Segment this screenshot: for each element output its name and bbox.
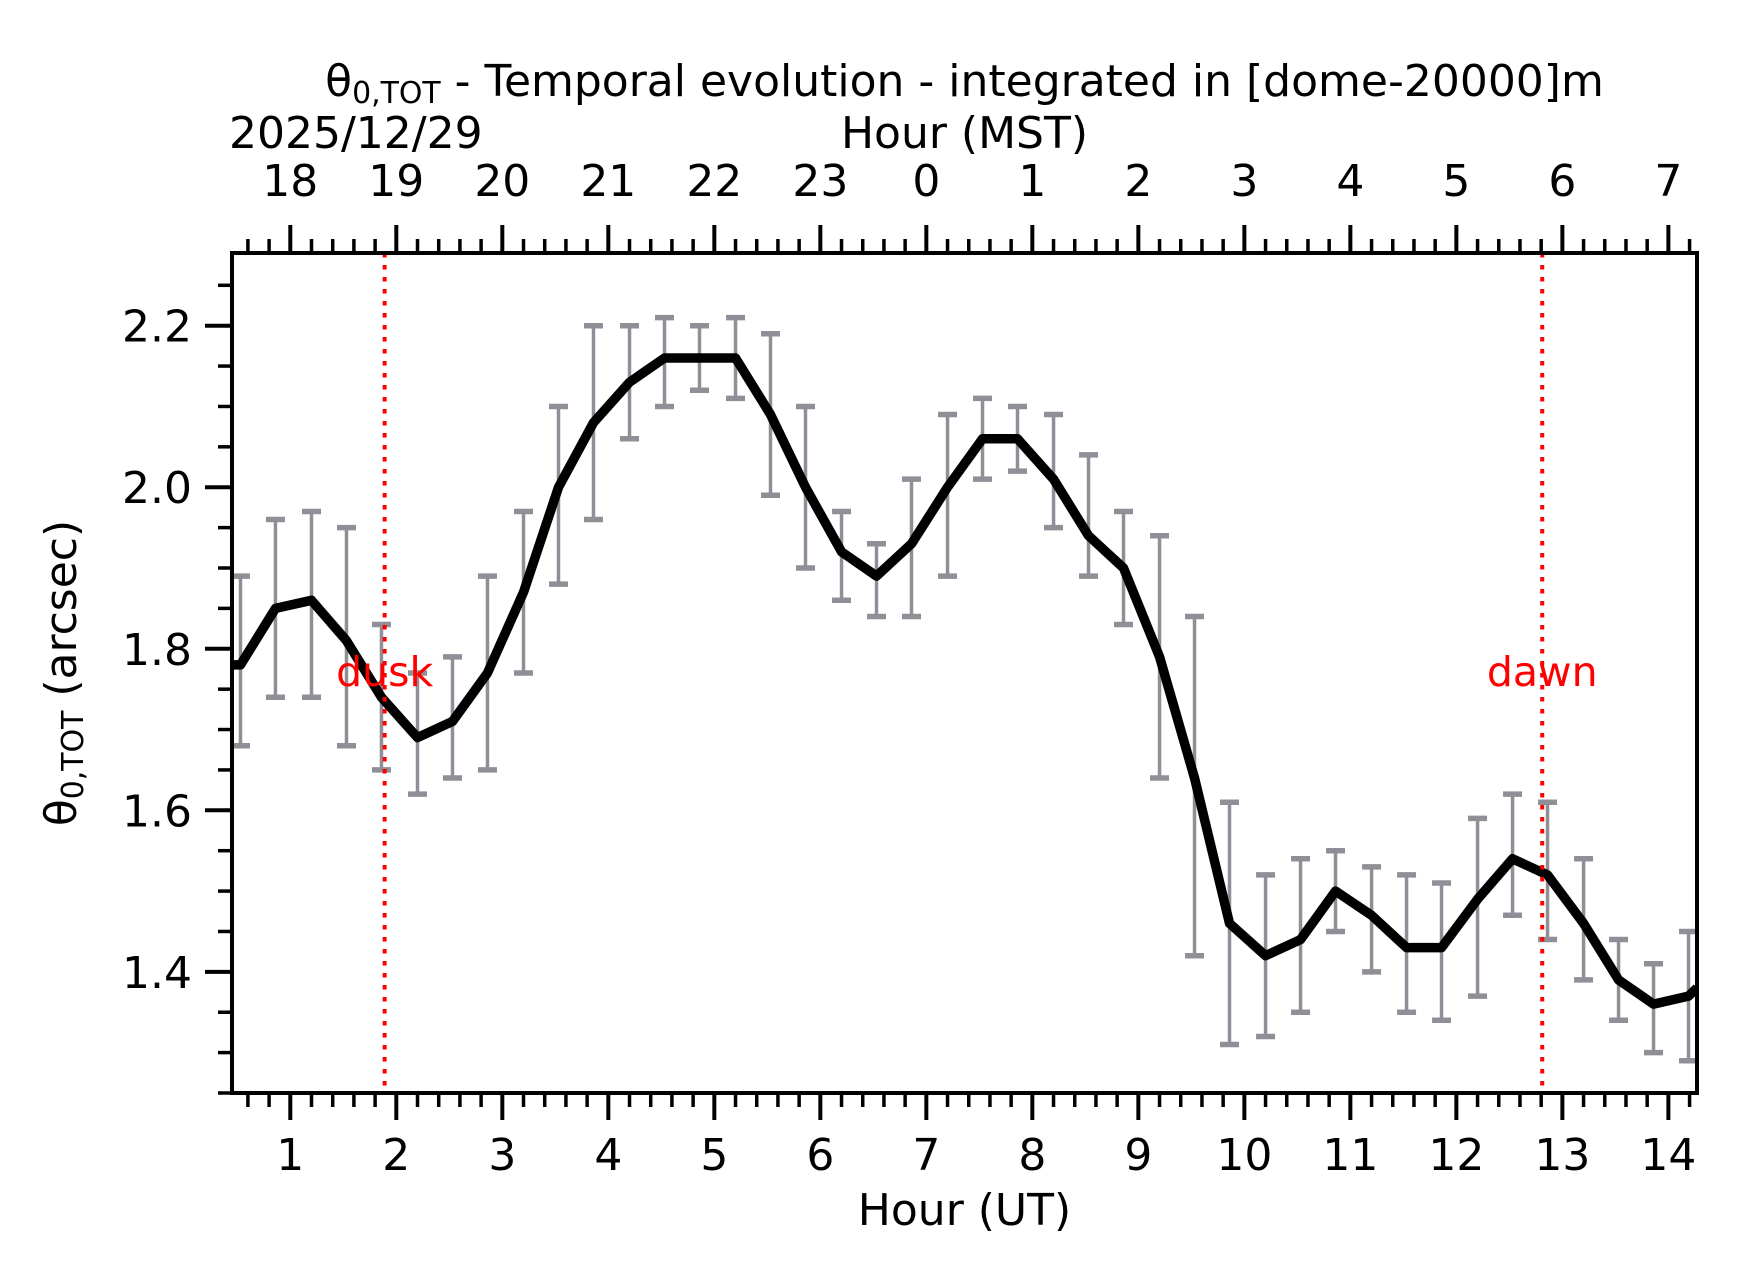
svg-text:4: 4 [594,1130,622,1181]
svg-text:3: 3 [1230,156,1258,207]
bottom-axis-title: Hour (UT) [857,1185,1072,1236]
axes-frame [230,251,1699,1095]
title-theta: θ [325,56,353,107]
svg-text:9: 9 [1124,1130,1152,1181]
theta0-line [232,353,1697,1009]
svg-text:12: 12 [1428,1130,1484,1181]
ylabel-subscript: 0,TOT [56,710,92,800]
svg-text:1.8: 1.8 [122,625,192,676]
svg-text:2: 2 [1124,156,1152,207]
dawn-label: dawn [1486,648,1598,696]
svg-text:20: 20 [474,156,530,207]
svg-text:3: 3 [488,1130,516,1181]
svg-text:2.0: 2.0 [122,463,192,514]
ylabel-rest: (arcsec) [35,519,87,711]
data-curve [232,353,1697,1009]
event-lines [382,253,1545,1093]
chart-title: θ0,TOT - Temporal evolution - integrated… [232,59,1697,117]
y-axis-title: θ0,TOT (arcsec) [35,519,97,827]
svg-text:22: 22 [686,156,742,207]
axis-ticks [205,225,1692,1120]
error-bars [232,314,1697,1064]
svg-text:10: 10 [1216,1130,1272,1181]
svg-text:23: 23 [792,156,848,207]
svg-text:6: 6 [806,1130,834,1181]
svg-text:19: 19 [368,156,424,207]
ylabel-theta: θ [35,799,87,827]
tick-labels: 1182193204215226237081921031141251361471… [122,156,1696,1181]
svg-text:4: 4 [1336,156,1364,207]
svg-text:11: 11 [1322,1130,1378,1181]
svg-text:2.2: 2.2 [122,302,192,353]
date-label: 2025/12/29 [229,108,483,159]
title-rest: - Temporal evolution - integrated in [do… [440,56,1604,107]
svg-text:1: 1 [1018,156,1046,207]
svg-text:13: 13 [1534,1130,1590,1181]
svg-text:6: 6 [1548,156,1576,207]
dusk-label: dusk [336,648,434,696]
svg-text:1: 1 [276,1130,304,1181]
svg-text:1.6: 1.6 [122,786,192,837]
svg-text:14: 14 [1640,1130,1696,1181]
top-axis-title: Hour (MST) [840,108,1089,159]
svg-text:5: 5 [700,1130,728,1181]
svg-text:1.4: 1.4 [122,948,192,999]
title-subscript: 0,TOT [352,76,441,112]
svg-text:5: 5 [1442,156,1470,207]
svg-text:7: 7 [1654,156,1682,207]
svg-text:8: 8 [1018,1130,1046,1181]
svg-text:0: 0 [912,156,940,207]
svg-text:18: 18 [262,156,318,207]
svg-text:7: 7 [912,1130,940,1181]
svg-text:2: 2 [382,1130,410,1181]
svg-text:21: 21 [580,156,636,207]
